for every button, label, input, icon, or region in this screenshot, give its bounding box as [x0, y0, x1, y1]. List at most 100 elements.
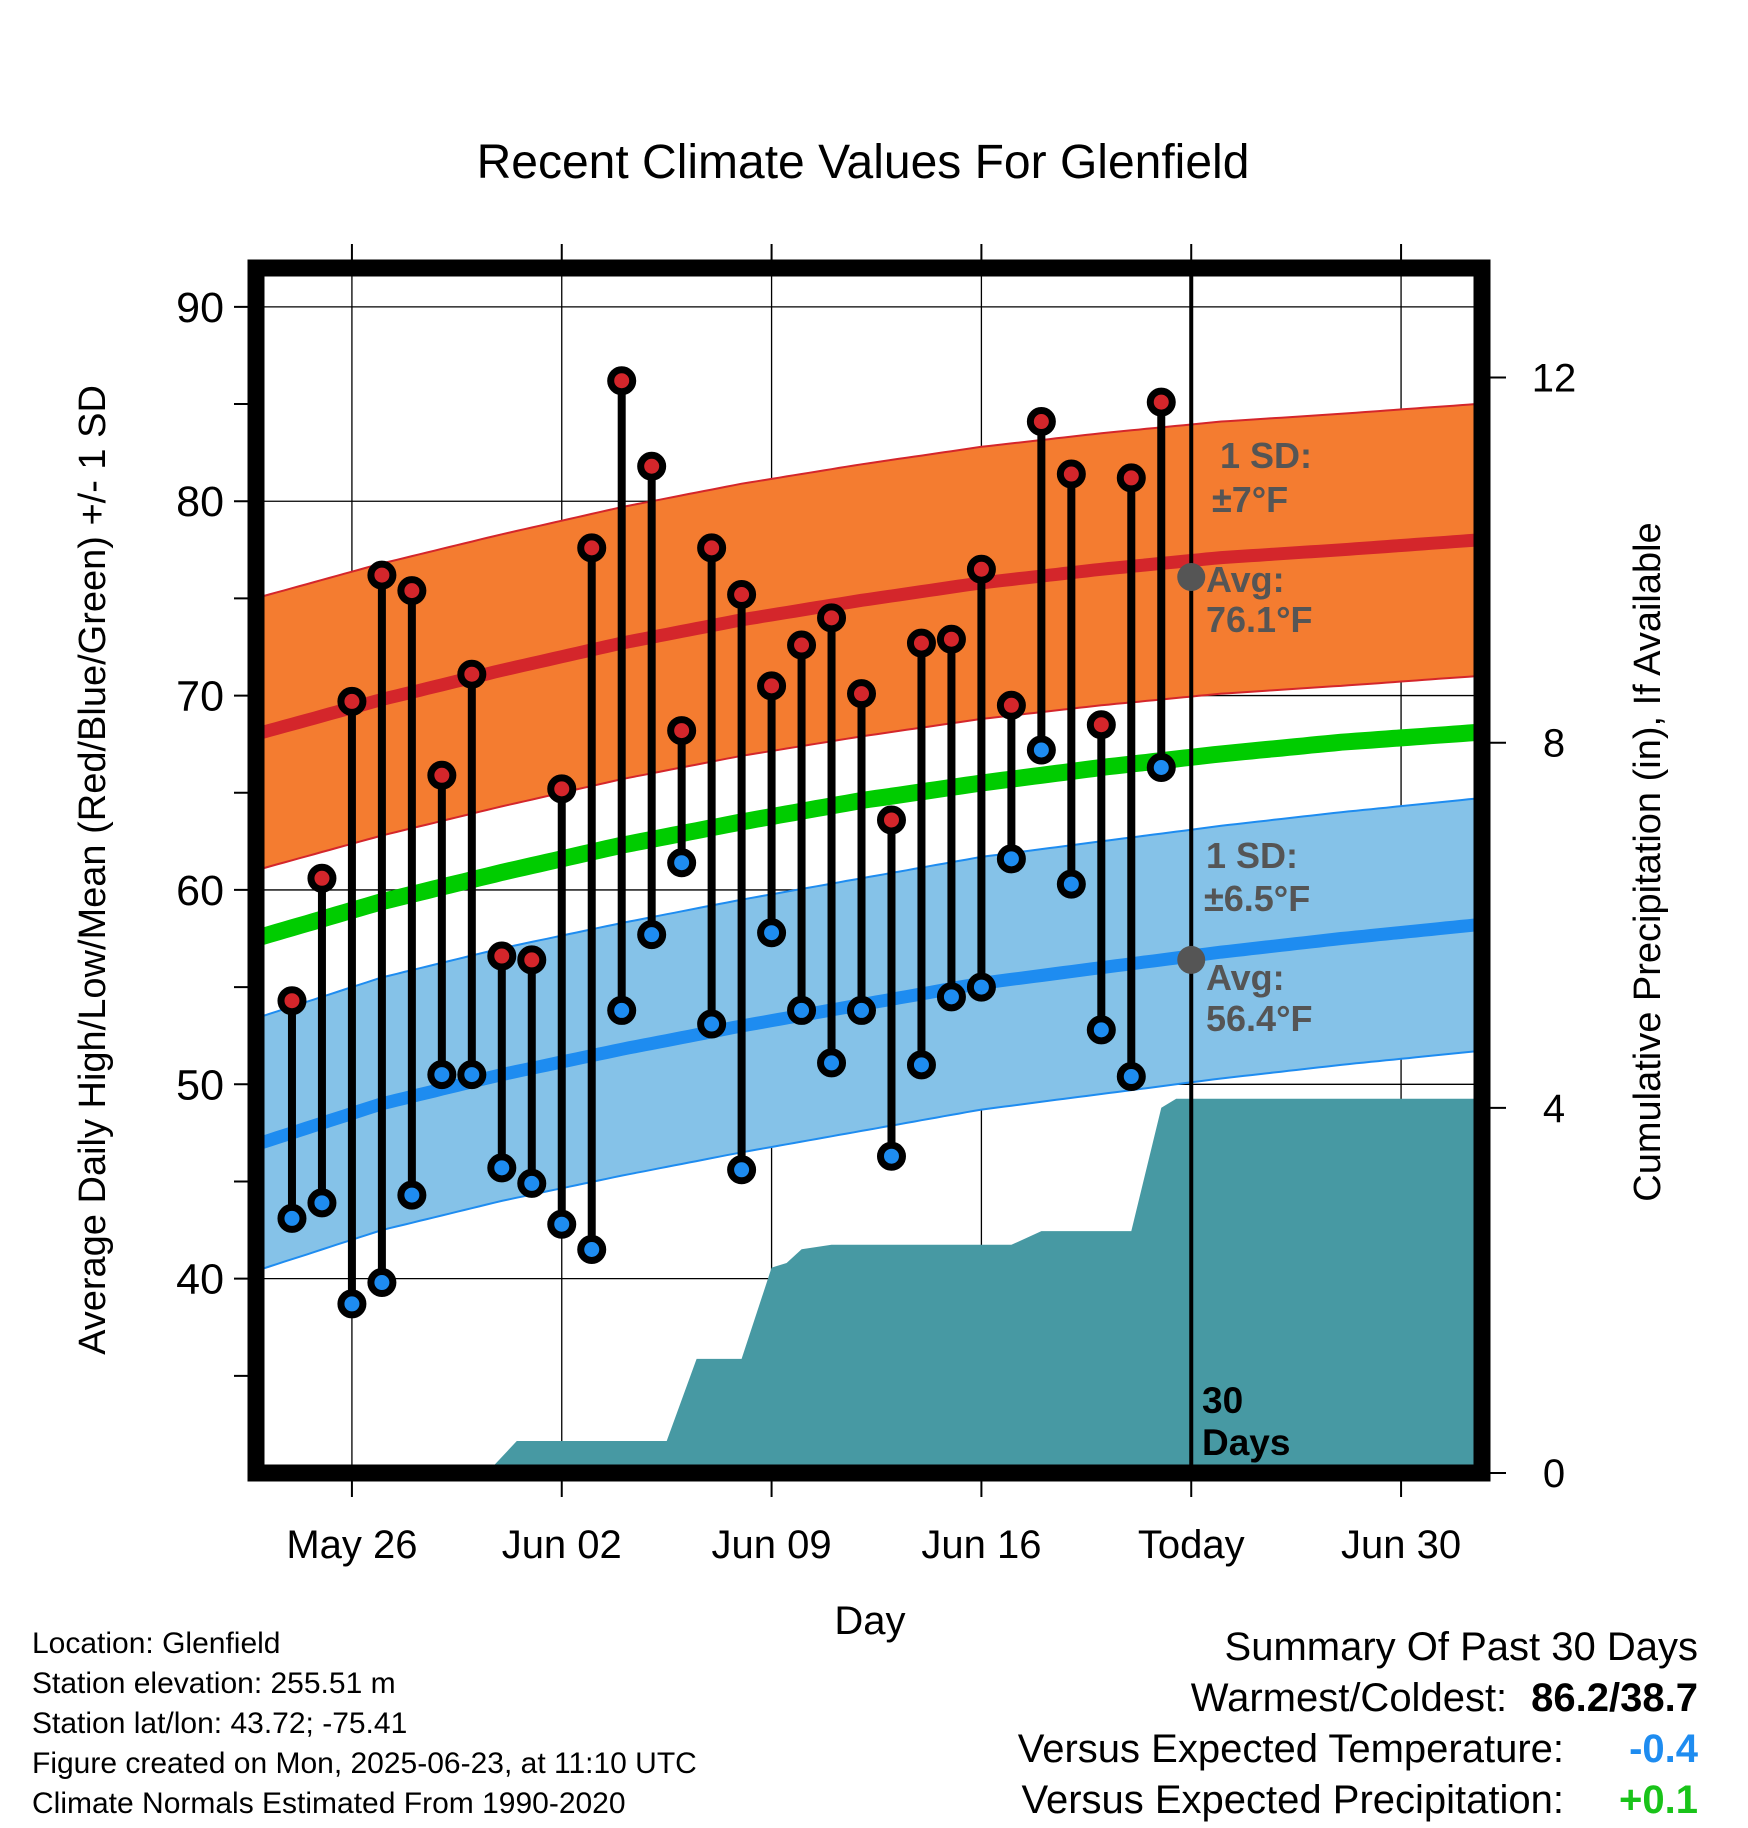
obs-low-dot	[787, 995, 817, 1025]
x-tick-label: Jun 09	[712, 1523, 832, 1567]
obs-low-dot	[966, 972, 996, 1002]
obs-high-dot	[397, 576, 427, 606]
obs-low-dot	[337, 1289, 367, 1319]
x-tick-label: May 26	[286, 1523, 417, 1567]
high-sd-value: ±7°F	[1212, 479, 1288, 520]
y-tick-label: 40	[176, 1256, 224, 1304]
y2-tick-label: 8	[1543, 722, 1565, 766]
obs-low-dot	[277, 1203, 307, 1233]
summary-precip-row: Versus Expected Precipitation: +0.1	[1018, 1775, 1698, 1826]
x-tick-label: Jun 16	[921, 1523, 1041, 1567]
obs-low-dot	[577, 1234, 607, 1264]
obs-low-dot	[457, 1060, 487, 1090]
chart-title: Recent Climate Values For Glenfield	[477, 136, 1250, 189]
obs-high-dot	[757, 671, 787, 701]
obs-high-dot	[487, 941, 517, 971]
y-tick-label: 70	[176, 673, 224, 721]
obs-high-dot	[427, 760, 457, 790]
temp-departure-label: Versus Expected Temperature:	[1017, 1727, 1564, 1771]
y-tick-label: 60	[176, 867, 224, 915]
high-sd-label: 1 SD:	[1220, 435, 1312, 476]
obs-low-dot	[697, 1009, 727, 1039]
high-band-upper-edge	[261, 403, 1477, 598]
obs-low-dot	[547, 1209, 577, 1239]
obs-low-dot	[487, 1153, 517, 1183]
obs-high-dot	[1116, 463, 1146, 493]
summary-temp-row: Versus Expected Temperature: -0.4	[1018, 1724, 1698, 1775]
obs-high-dot	[367, 560, 397, 590]
obs-high-dot	[876, 805, 906, 835]
created-text: Figure created on Mon, 2025-06-23, at 11…	[32, 1747, 697, 1780]
obs-high-dot	[277, 986, 307, 1016]
low-sd-value: ±6.5°F	[1204, 878, 1310, 919]
summary-title: Summary Of Past 30 Days	[1224, 1625, 1698, 1669]
obs-high-dot	[727, 580, 757, 610]
labels: 40 50 60 70 80 90 0 4 8 12 May 26 Jun 02 Jun 09 Jun 1…	[72, 136, 1669, 1643]
elevation-text: Station elevation: 255.51 m	[32, 1667, 396, 1700]
obs-high-dot	[996, 690, 1026, 720]
obs-low-dot	[667, 848, 697, 878]
days-label-text: Days	[1202, 1422, 1290, 1463]
observations	[277, 366, 1176, 1319]
obs-high-dot	[607, 366, 637, 396]
obs-high-dot	[847, 679, 877, 709]
y-axis-label: Average Daily High/Low/Mean (Red/Blue/Gr…	[72, 385, 114, 1355]
today-avg-high-marker	[1177, 563, 1206, 592]
low-avg-value: 56.4°F	[1206, 998, 1312, 1039]
obs-low-dot	[517, 1168, 547, 1198]
low-avg-label: Avg:	[1206, 957, 1285, 998]
plot-frame	[247, 259, 1491, 1482]
obs-high-dot	[667, 716, 697, 746]
obs-high-dot	[337, 686, 367, 716]
warm-cold-label: Warmest/Coldest:	[1190, 1676, 1508, 1720]
frame-group	[247, 259, 1491, 1482]
y2-axis-label: Cumulative Precipitation (in), If Availa…	[1627, 522, 1669, 1201]
obs-low-dot	[637, 920, 667, 950]
x-tick-label: Jun 02	[502, 1523, 622, 1567]
obs-low-dot	[1146, 752, 1176, 782]
y-tick-label: 80	[176, 478, 224, 526]
obs-high-dot	[966, 554, 996, 584]
summary-panel: Summary Of Past 30 Days Warmest/Coldest:…	[1018, 1622, 1698, 1826]
obs-high-dot	[697, 533, 727, 563]
obs-high-dot	[637, 451, 667, 481]
obs-high-dot	[936, 624, 966, 654]
obs-low-dot	[1086, 1015, 1116, 1045]
obs-high-dot	[906, 628, 936, 658]
obs-high-dot	[1026, 407, 1056, 437]
precip-departure-label: Versus Expected Precipitation:	[1021, 1778, 1564, 1822]
warm-cold-value: 86.2/38.7	[1531, 1676, 1698, 1720]
obs-low-dot	[397, 1180, 427, 1210]
obs-high-dot	[1146, 387, 1176, 417]
low-band-upper-edge	[261, 797, 1477, 1018]
obs-low-dot	[367, 1268, 397, 1298]
obs-low-dot	[817, 1048, 847, 1078]
high-avg-value: 76.1°F	[1206, 599, 1312, 640]
high-avg-label: Avg:	[1206, 559, 1285, 600]
days-label-number: 30	[1202, 1380, 1243, 1421]
station-info: Location: Glenfield Station elevation: 2…	[32, 1624, 697, 1824]
obs-high-dot	[457, 659, 487, 689]
obs-low-dot	[1116, 1062, 1146, 1092]
x-tick-label: Jun 30	[1341, 1523, 1461, 1567]
obs-low-dot	[996, 844, 1026, 874]
obs-low-dot	[1026, 735, 1056, 765]
obs-low-dot	[936, 982, 966, 1012]
obs-low-dot	[847, 995, 877, 1025]
y-tick-label: 90	[176, 284, 224, 332]
location-text: Location: Glenfield	[32, 1627, 281, 1660]
precip-area	[277, 1098, 1476, 1473]
ticks	[234, 244, 1506, 1497]
latlon-text: Station lat/lon: 43.72; -75.41	[32, 1707, 408, 1740]
obs-high-dot	[1086, 710, 1116, 740]
precip-departure-value: +0.1	[1619, 1778, 1698, 1822]
y2-tick-label: 12	[1532, 357, 1577, 401]
y2-tick-label: 4	[1543, 1087, 1565, 1131]
obs-low-dot	[727, 1155, 757, 1185]
summary-warm-cold-row: Warmest/Coldest: 86.2/38.7	[1018, 1673, 1698, 1724]
precip-area-group	[277, 1098, 1476, 1473]
obs-low-dot	[307, 1188, 337, 1218]
x-tick-label: Today	[1138, 1523, 1245, 1567]
obs-low-dot	[876, 1141, 906, 1171]
